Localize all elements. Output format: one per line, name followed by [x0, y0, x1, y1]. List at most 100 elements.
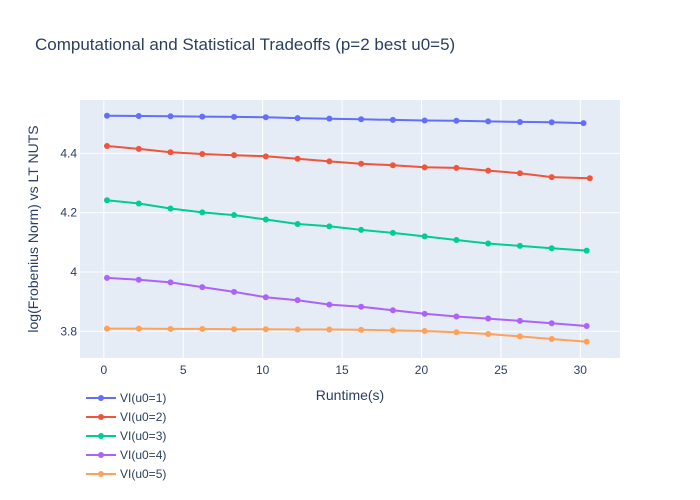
legend: VI(u0=1) VI(u0=2) VI(u0=3) VI(u0=4) VI(u0=5)	[86, 391, 166, 481]
data-point	[135, 200, 142, 207]
data-point	[231, 152, 238, 159]
data-point	[421, 117, 428, 124]
legend-label: VI(u0=4)	[120, 448, 166, 462]
data-point	[516, 118, 523, 125]
data-point	[580, 120, 587, 127]
x-tick-label: 25	[494, 363, 508, 377]
data-point	[548, 174, 555, 181]
data-point	[358, 226, 365, 233]
series-line	[106, 199, 587, 252]
data-point	[199, 284, 206, 291]
data-point	[516, 317, 523, 324]
y-tick-labels: 3.8 4 4.2 4.4	[60, 146, 77, 338]
chart-title: Computational and Statistical Tradeoffs …	[35, 35, 455, 54]
data-point	[583, 338, 590, 345]
legend-label: VI(u0=3)	[120, 429, 166, 443]
data-point	[231, 113, 238, 120]
data-point	[294, 155, 301, 162]
data-point	[389, 307, 396, 314]
data-point	[326, 326, 333, 333]
data-point	[358, 116, 365, 123]
data-point	[421, 310, 428, 317]
x-tick-label: 5	[180, 363, 187, 377]
x-tick-label: 10	[256, 363, 270, 377]
x-tick-label: 30	[574, 363, 588, 377]
data-point	[326, 158, 333, 165]
legend-marker-swatch	[98, 433, 104, 439]
data-point	[389, 229, 396, 236]
data-point	[358, 326, 365, 333]
data-point	[453, 329, 460, 336]
data-point	[104, 274, 110, 281]
data-point	[262, 114, 269, 121]
data-point	[167, 149, 174, 156]
data-point	[167, 113, 174, 120]
legend-item[interactable]: VI(u0=3)	[86, 429, 166, 443]
y-axis-label: log(Frobenius Norm) vs LT NUTS	[25, 125, 41, 332]
data-point	[262, 294, 269, 301]
legend-item[interactable]: VI(u0=2)	[86, 410, 166, 424]
x-tick-label: 0	[100, 363, 107, 377]
series-layer	[104, 112, 593, 345]
data-point	[453, 313, 460, 320]
data-point	[485, 315, 492, 322]
data-point	[262, 326, 269, 333]
data-point	[548, 245, 555, 252]
data-point	[135, 276, 142, 283]
data-point	[231, 288, 238, 295]
data-point	[294, 326, 301, 333]
data-point	[326, 223, 333, 230]
data-point	[421, 328, 428, 335]
data-point	[199, 113, 206, 120]
legend-marker-swatch	[98, 471, 104, 477]
data-point	[583, 322, 590, 329]
data-point	[586, 175, 593, 182]
legend-label: VI(u0=1)	[120, 391, 166, 405]
series-line	[106, 114, 584, 125]
data-point	[326, 115, 333, 122]
data-point	[231, 212, 238, 219]
data-point	[167, 325, 174, 332]
legend-marker-swatch	[98, 414, 104, 420]
data-point	[358, 160, 365, 167]
series-line	[106, 145, 590, 180]
data-point	[421, 233, 428, 240]
legend-marker-swatch	[98, 452, 104, 458]
legend-label: VI(u0=2)	[120, 410, 166, 424]
series-3	[104, 197, 590, 254]
y-tick-label: 4.4	[60, 146, 77, 160]
series-line	[106, 276, 587, 327]
data-point	[199, 150, 206, 157]
series-line	[107, 327, 587, 343]
data-point	[421, 164, 428, 171]
data-point	[453, 117, 460, 124]
data-point	[548, 119, 555, 126]
data-point	[167, 205, 174, 212]
data-point	[326, 301, 333, 308]
x-tick-label: 15	[335, 363, 349, 377]
data-point	[548, 320, 555, 327]
data-point	[294, 297, 301, 304]
data-point	[358, 303, 365, 310]
legend-item[interactable]: VI(u0=5)	[86, 467, 166, 481]
data-point	[516, 242, 523, 249]
data-point	[104, 112, 110, 119]
legend-item[interactable]: VI(u0=1)	[86, 391, 166, 405]
data-point	[104, 142, 110, 149]
legend-label: VI(u0=5)	[120, 467, 166, 481]
data-point	[485, 330, 492, 337]
data-point	[389, 162, 396, 169]
series-4	[104, 274, 590, 329]
data-point	[135, 113, 142, 120]
data-point	[199, 325, 206, 332]
data-point	[231, 326, 238, 333]
data-point	[135, 325, 142, 332]
data-point	[453, 236, 460, 243]
data-point	[294, 115, 301, 122]
x-tick-labels: 0 5 10 15 20 25 30	[100, 363, 587, 377]
data-point	[199, 209, 206, 216]
data-point	[516, 170, 523, 177]
legend-item[interactable]: VI(u0=4)	[86, 448, 166, 462]
